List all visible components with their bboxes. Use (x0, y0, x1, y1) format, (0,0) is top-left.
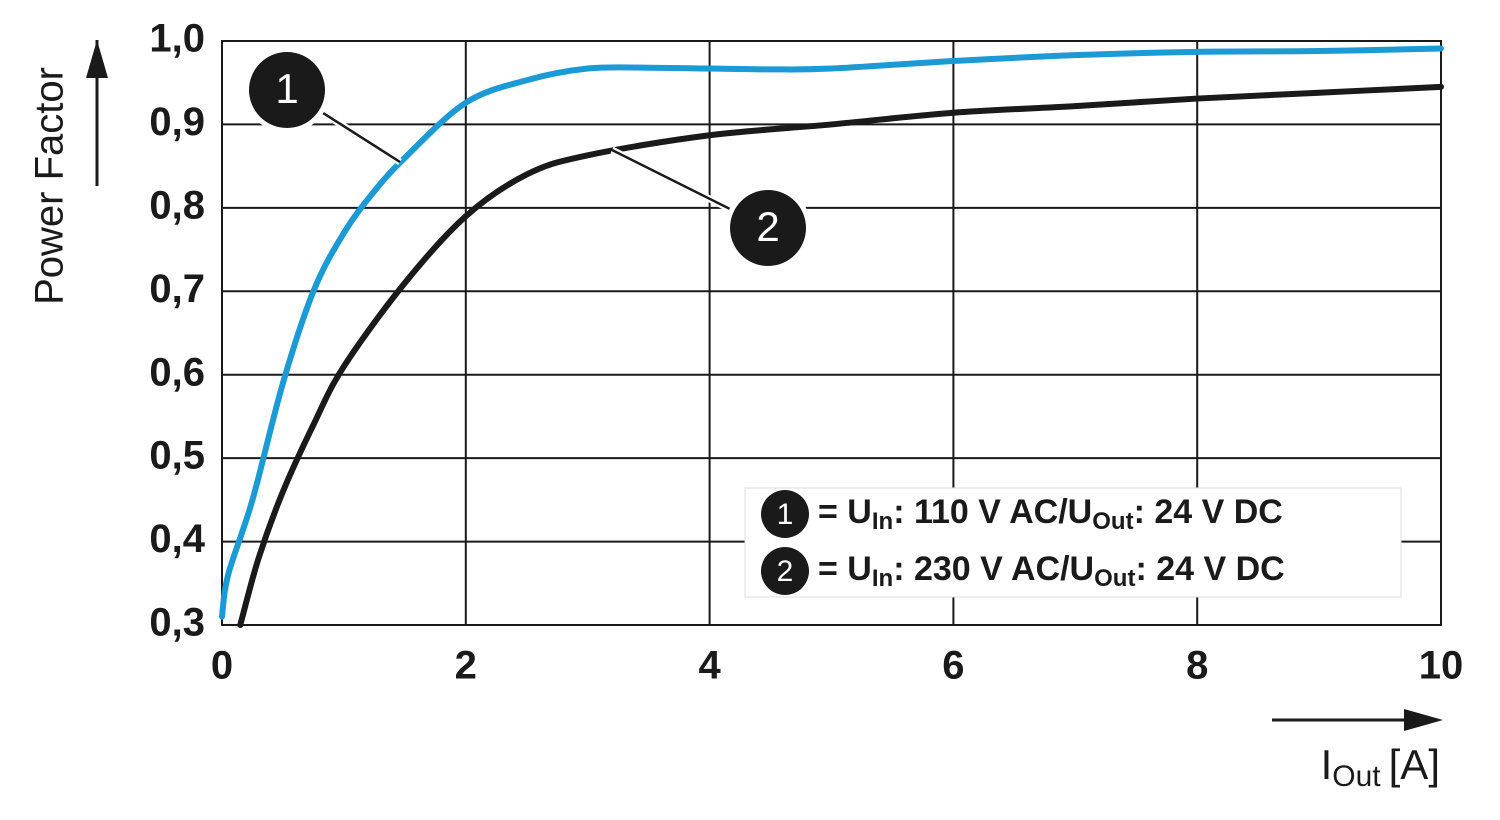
x-tick-label: 0 (211, 644, 233, 688)
callout-label: 1 (275, 65, 298, 112)
legend-entry: = UIn: 230 V AC/UOut: 24 V DC (818, 550, 1285, 592)
legend-text: : 24 V DC (1134, 493, 1283, 531)
x-tick-label: 2 (455, 644, 477, 688)
legend-text: Out (1094, 565, 1135, 592)
legend-text: Out (1092, 508, 1133, 535)
series-line (237, 83, 1444, 628)
y-tick-label: 0,6 (149, 350, 205, 394)
legend-marker-label: 1 (777, 498, 794, 531)
x-axis-arrowhead (1404, 709, 1443, 731)
y-tick-label: 0,8 (149, 183, 205, 227)
callout-label: 2 (756, 203, 779, 250)
y-tick-label: 0,7 (149, 267, 205, 311)
legend-box (744, 487, 1402, 598)
y-tick-label: 0,3 (149, 601, 205, 645)
legend-text: : 110 V AC/U (893, 493, 1092, 531)
legend-text: : 230 V AC/U (893, 550, 1094, 588)
y-tick-label: 0,5 (149, 434, 205, 478)
callout-circle (249, 52, 325, 128)
legend-text: In (872, 565, 893, 592)
x-tick-label: 4 (698, 644, 721, 688)
x-axis-label: IOut [A] (1321, 741, 1440, 793)
legend-marker-label: 2 (777, 555, 794, 588)
x-tick-label: 6 (942, 644, 964, 688)
legend-text: = U (818, 493, 872, 531)
legend-text: = U (818, 550, 872, 588)
y-axis-arrowhead (86, 40, 108, 78)
y-tick-label: 1,0 (149, 17, 205, 61)
x-label-unit: [A] (1389, 741, 1440, 788)
legend-text: In (872, 508, 893, 535)
legend-entry: = UIn: 110 V AC/UOut: 24 V DC (818, 493, 1283, 535)
callout-circle (730, 190, 806, 266)
plot-frame (221, 40, 1442, 626)
y-tick-label: 0,9 (149, 100, 205, 144)
y-axis-label: Power Factor (28, 67, 72, 305)
x-tick-label: 8 (1186, 644, 1208, 688)
legend-text: : 24 V DC (1135, 550, 1284, 588)
x-label-main: I (1321, 741, 1333, 788)
series-line (219, 45, 1444, 620)
legend-marker (761, 547, 809, 595)
x-label-sub: Out (1332, 760, 1381, 793)
y-tick-label: 0,4 (149, 517, 205, 561)
legend-marker (761, 490, 809, 538)
x-tick-label: 10 (1419, 644, 1464, 688)
